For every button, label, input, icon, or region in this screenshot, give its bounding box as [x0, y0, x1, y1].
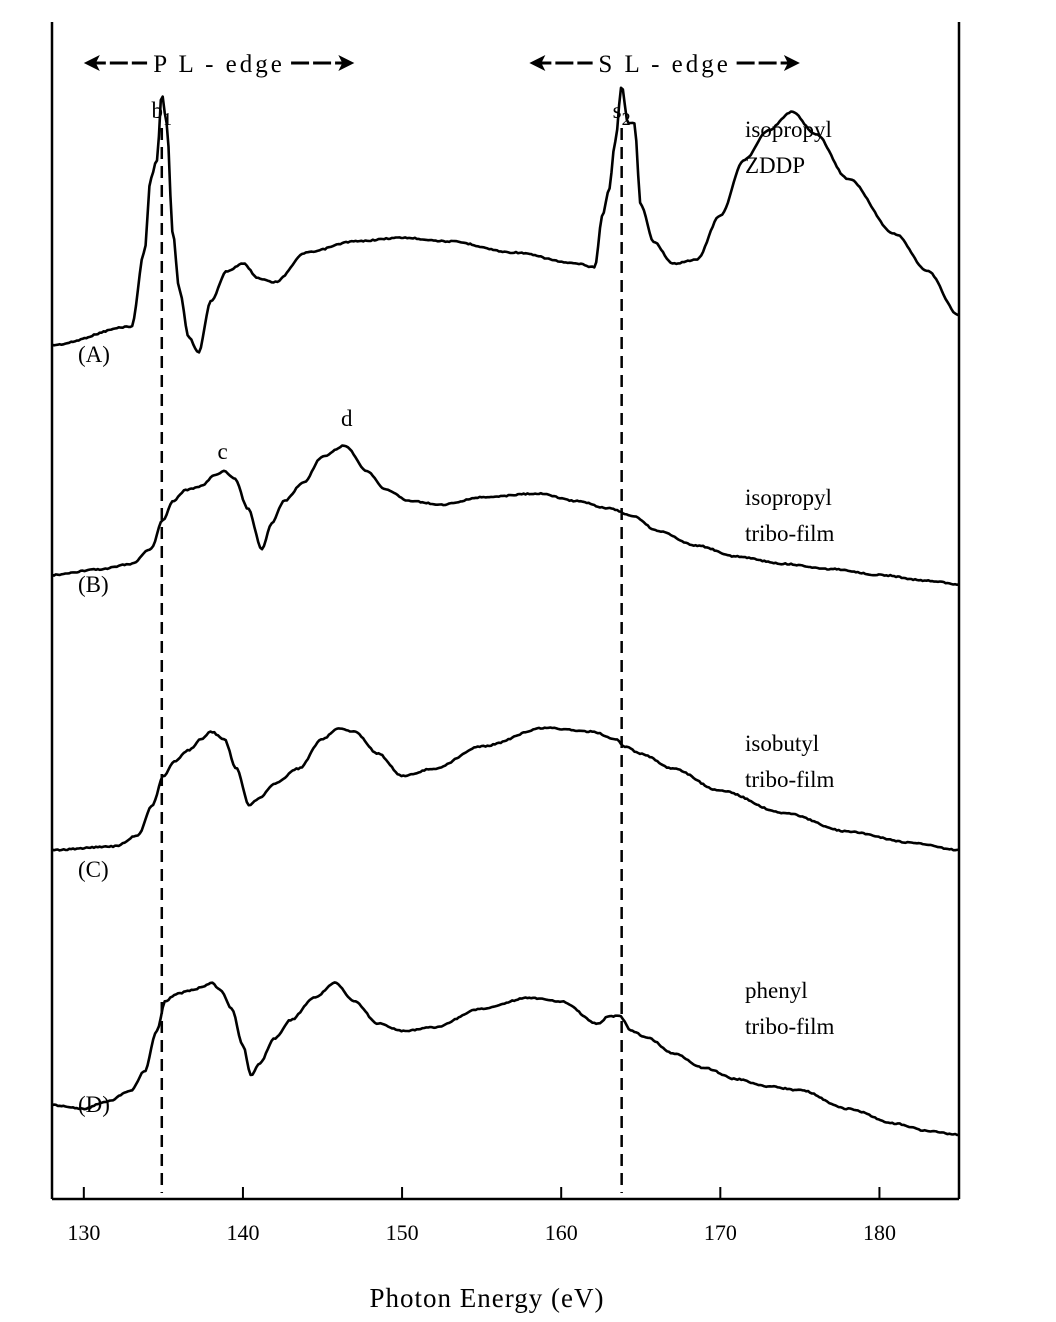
sample-label-line: isobutyl [745, 731, 819, 756]
reference-label-s2: s2 [613, 98, 631, 129]
sample-label-line: isopropyl [745, 485, 832, 510]
sample-label-d: phenyl tribo-film [745, 978, 835, 1039]
x-tick-label-180: 180 [863, 1220, 896, 1245]
edge-arrow-right-head [783, 55, 800, 71]
sample-label-line: isopropyl [745, 117, 832, 142]
reference-label-b1: b1 [152, 98, 173, 129]
edge-label-text: S L - edge [598, 51, 731, 78]
x-tick-label-150: 150 [386, 1220, 419, 1245]
panel-label-b: (B) [78, 572, 109, 597]
series-line-a [51, 86, 960, 354]
panel-label-c: (C) [78, 857, 109, 882]
sample-label-b: isopropyl tribo-film [745, 485, 835, 546]
sample-label-line: phenyl [745, 978, 808, 1003]
sample-label-line: tribo-film [745, 1014, 835, 1039]
edge-label-text: P L - edge [153, 51, 285, 78]
peak-label-d: d [341, 406, 353, 431]
edge-label-p: P L - edge [83, 51, 355, 78]
edge-arrow-left-head [83, 55, 100, 71]
x-axis-title: Photon Energy (eV) [370, 1283, 605, 1313]
series-line-b [51, 444, 960, 586]
sample-label-c: isobutyl tribo-film [745, 731, 835, 792]
x-tick-label-160: 160 [545, 1220, 578, 1245]
series-line-c [51, 726, 960, 852]
sample-label-line: tribo-film [745, 767, 835, 792]
x-tick-label-140: 140 [226, 1220, 259, 1245]
panel-label-d: (D) [78, 1092, 110, 1117]
x-tick-label-130: 130 [67, 1220, 100, 1245]
peak-label-c: c [218, 439, 228, 464]
sample-label-line: tribo-film [745, 521, 835, 546]
sample-label-a: isopropyl ZDDP [745, 117, 832, 178]
panel-label-a: (A) [78, 342, 110, 367]
edge-arrow-left-head [529, 55, 546, 71]
x-tick-label-170: 170 [704, 1220, 737, 1245]
series-line-d [51, 981, 960, 1137]
edge-label-s: S L - edge [529, 51, 800, 78]
sample-label-line: ZDDP [745, 153, 805, 178]
edge-arrow-right-head [338, 55, 355, 71]
